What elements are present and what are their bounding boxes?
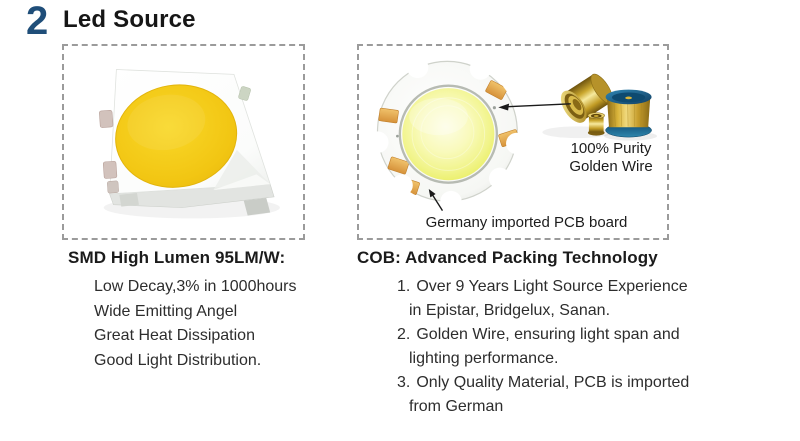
- smd-panel: [62, 44, 305, 240]
- smd-side-contacts-icon: [99, 86, 251, 194]
- section-number: 2: [26, 0, 49, 43]
- page-title: Led Source: [63, 6, 196, 33]
- smd-chip-image: [99, 69, 280, 219]
- smd-feature-line: Great Heat Dissipation: [94, 327, 255, 344]
- golden-wire-pointer-arrow-icon: [498, 103, 571, 111]
- cob-image: [376, 60, 657, 211]
- smd-phosphor-ellipse: [115, 84, 238, 188]
- wire-purity-label: 100% Purity Golden Wire: [569, 140, 653, 175]
- pcb-pointer-arrow-icon: [428, 189, 444, 211]
- cob-list-item: 3. Only Quality Material, PCB is imported…: [397, 374, 690, 415]
- smd-description: SMD High Lumen 95LM/W: Low Decay,3% in 1…: [64, 247, 324, 373]
- cob-list-item: 1. Over 9 Years Light Source Experience i…: [397, 278, 688, 319]
- pcb-board-label: Germany imported PCB board: [425, 214, 628, 231]
- smd-feature-line: Low Decay,3% in 1000hours: [94, 278, 297, 295]
- cob-phosphor-dome: [402, 88, 495, 181]
- cob-panel: 100% Purity Golden Wire Germany imported…: [357, 44, 669, 240]
- gold-wire-spools-image: [542, 73, 657, 141]
- smd-feature-line: Wide Emitting Angel: [94, 302, 238, 320]
- smd-feature-line: Good Light Distribution.: [94, 351, 262, 369]
- smd-heading: SMD High Lumen 95LM/W:: [68, 248, 286, 267]
- cob-solder-pads-icon: [378, 80, 520, 195]
- cob-list-item: 2. Golden Wire, ensuring light span and l…: [397, 326, 680, 367]
- cob-description: COB: Advanced Packing Technology 1. Over …: [357, 247, 707, 419]
- cob-heading: COB: Advanced Packing Technology: [357, 248, 658, 267]
- cob-dome-ring: [398, 84, 499, 184]
